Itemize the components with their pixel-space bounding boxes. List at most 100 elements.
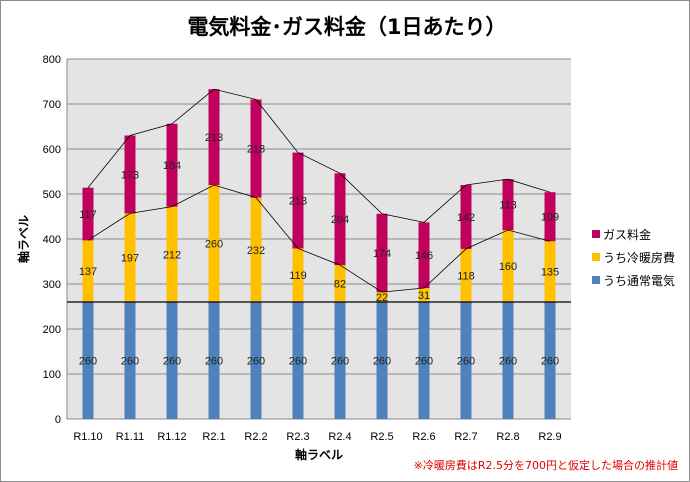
bar-segment (82, 240, 94, 302)
data-label: 184 (163, 160, 181, 172)
x-tick-label: R1.10 (73, 431, 102, 443)
data-label: 213 (205, 132, 223, 144)
bar-segment (292, 302, 304, 419)
data-label: 260 (205, 239, 223, 251)
y-axis-ticks: 0 100 200 300 400 500 600 700 800 (43, 54, 61, 426)
data-label: 260 (163, 356, 181, 368)
data-label: 82 (334, 279, 346, 291)
data-label: 260 (331, 356, 349, 368)
x-tick-label: R2.7 (454, 431, 477, 443)
bar-segment (418, 288, 430, 302)
bar-segment (250, 302, 262, 419)
bar-segment (166, 206, 178, 302)
data-label: 260 (289, 356, 307, 368)
bar-segment (292, 248, 304, 302)
x-tick-label: R2.2 (244, 431, 267, 443)
series-lines (87, 88, 551, 293)
data-label: 260 (415, 356, 433, 368)
bar-segment (502, 230, 514, 302)
legend-swatch (592, 253, 600, 261)
data-label: 260 (457, 356, 475, 368)
legend-item: うち通常電気 (603, 273, 675, 288)
bar-segment (334, 302, 346, 419)
bars (82, 89, 556, 419)
bar-segment (418, 302, 430, 419)
data-label: 232 (247, 245, 265, 257)
data-label: 113 (499, 200, 517, 212)
bar-segment (376, 292, 388, 302)
bar-segment (124, 135, 136, 214)
data-label: 22 (376, 292, 388, 304)
y-tick-label: 300 (43, 279, 61, 291)
bar-segment (376, 302, 388, 419)
x-tick-label: R2.6 (412, 431, 435, 443)
legend-item: うち冷暖房費 (603, 250, 675, 265)
x-tick-label: R2.5 (370, 431, 393, 443)
y-tick-label: 500 (43, 189, 61, 201)
y-tick-label: 600 (43, 144, 61, 156)
x-tick-label: R1.11 (116, 431, 145, 443)
x-tick-label: R2.4 (328, 431, 351, 443)
y-tick-label: 100 (43, 369, 61, 381)
data-label: 174 (373, 248, 391, 260)
bar-segment (334, 265, 346, 302)
bar-segment (208, 302, 220, 419)
series-line (87, 88, 551, 223)
data-label: 31 (418, 290, 430, 302)
bar-segment (208, 185, 220, 302)
series-line (87, 184, 551, 293)
data-label: 260 (373, 356, 391, 368)
bar-segment (124, 213, 136, 302)
x-tick-label: R2.9 (538, 431, 561, 443)
y-tick-label: 400 (43, 234, 61, 246)
data-label: 137 (79, 266, 97, 278)
x-tick-label: R2.8 (496, 431, 519, 443)
bar-segment (502, 179, 514, 230)
bar-segment (292, 152, 304, 249)
chart-title: 電気料金･ガス料金（1日あたり） (187, 15, 506, 39)
y-tick-label: 800 (43, 54, 61, 66)
bar-segment (376, 213, 388, 293)
bar-segment (82, 302, 94, 419)
bar-segment (208, 89, 220, 185)
data-label: 119 (289, 270, 307, 282)
data-label: 260 (247, 356, 265, 368)
x-axis-label: 軸ラベル (295, 447, 343, 462)
bar-segment (502, 302, 514, 419)
legend-item: ガス料金 (603, 227, 651, 242)
data-label: 260 (79, 356, 97, 368)
bar-segment (544, 241, 556, 302)
data-label: 118 (457, 270, 475, 282)
bar-segment (460, 185, 472, 249)
bar-segment (250, 99, 262, 198)
bar-segment (250, 197, 262, 302)
data-label: 260 (205, 356, 223, 368)
data-label: 212 (163, 249, 181, 261)
legend-swatch (592, 276, 600, 284)
data-label: 260 (541, 356, 559, 368)
data-label: 146 (415, 250, 433, 262)
data-label: 142 (457, 212, 475, 224)
bar-segment (334, 173, 346, 266)
data-label: 260 (499, 356, 517, 368)
bar-segment (460, 248, 472, 302)
y-tick-label: 200 (43, 324, 61, 336)
legend-swatch (592, 230, 600, 238)
data-label: 260 (121, 356, 139, 368)
x-tick-label: R2.3 (286, 431, 309, 443)
gridlines (66, 58, 571, 420)
x-tick-label: R1.12 (157, 431, 186, 443)
bar-segment (460, 302, 472, 419)
x-tick-label: R2.1 (202, 431, 225, 443)
bar-segment (544, 302, 556, 419)
data-labels: 260 137 117 260 197 173 260 212 184 260 260 213 260 2… (79, 132, 559, 367)
bar-segment (82, 187, 94, 241)
x-axis-ticks: R1.10 R1.11 R1.12 R2.1 R2.2 R2.3 R2.4 R2.5 R2.6 R… (73, 431, 561, 443)
y-tick-label: 0 (55, 414, 61, 426)
bar-segment (544, 192, 556, 242)
data-label: 109 (541, 212, 559, 224)
data-label: 218 (247, 144, 265, 156)
data-label: 117 (79, 209, 97, 221)
data-label: 160 (499, 261, 517, 273)
